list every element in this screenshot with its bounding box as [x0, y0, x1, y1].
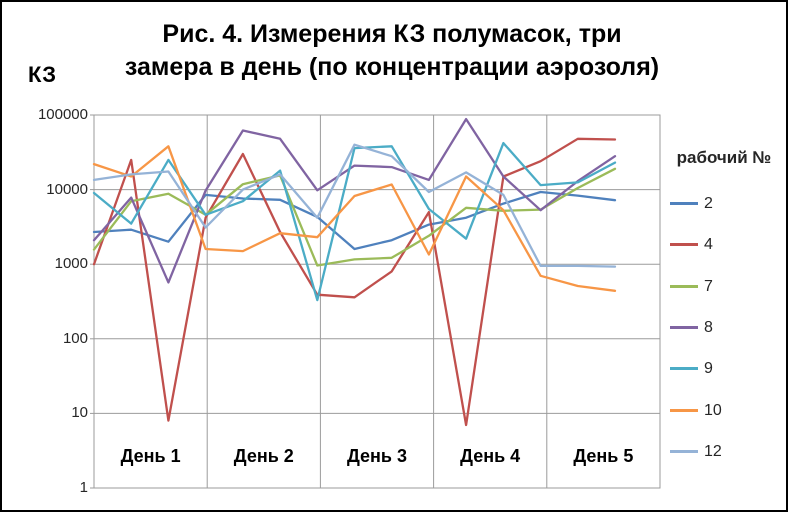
legend-swatch-line	[670, 243, 698, 247]
legend-swatch-line	[670, 325, 698, 329]
y-axis-tick-label: 100000	[37, 106, 88, 123]
series-line-4	[92, 137, 617, 427]
x-axis-category-label: День 5	[573, 446, 634, 466]
legend-item-label: 12	[704, 442, 722, 460]
y-axis-tick-label: 100	[62, 329, 88, 347]
legend-item-8: 8	[662, 318, 786, 338]
y-axis-title: КЗ	[28, 62, 57, 87]
legend-item-label: 7	[704, 277, 713, 295]
x-axis-category-label: День 2	[233, 446, 294, 466]
chart-title-line-1: Рис. 4. Измерения КЗ полумасок, три	[162, 20, 622, 48]
y-axis-tick-label: 1	[79, 479, 88, 496]
legend-item-label: 2	[704, 195, 713, 212]
y-axis-tick-label: 10000	[46, 180, 88, 198]
series-line-8	[92, 117, 617, 284]
series-line-2	[92, 190, 617, 251]
x-axis-category-label: День 3	[346, 446, 407, 466]
legend-swatch-line	[670, 367, 698, 371]
legend-swatch-line	[670, 408, 698, 412]
series-line-12	[92, 143, 617, 268]
series-line-10	[92, 145, 617, 292]
y-axis-tick-label: 10	[71, 404, 88, 422]
legend-item-7: 7	[662, 277, 786, 297]
plot-border	[93, 114, 661, 489]
legend-item-label: 8	[704, 318, 713, 336]
legend-item-label: 4	[704, 236, 713, 254]
series-line-7	[92, 167, 617, 267]
x-axis-category-label: День 1	[120, 446, 181, 466]
y-axis-tick-label: 1000	[54, 255, 88, 273]
legend-item-2: 2	[662, 194, 786, 214]
x-axis-category-label: День 4	[460, 446, 521, 466]
legend-item-4: 4	[662, 235, 786, 255]
legend-swatch-line	[670, 284, 698, 288]
chart-title: Рис. 4. Измерения КЗ полумасок, три заме…	[62, 18, 722, 84]
legend-item-label: 9	[704, 360, 713, 378]
legend-item-10: 10	[662, 401, 786, 421]
chart-title-line-2: замера в день (по концентрации аэрозоля)	[124, 53, 660, 81]
legend-item-12: 12	[662, 442, 786, 462]
legend-swatch-line	[670, 449, 698, 453]
legend-title: рабочий №	[676, 148, 772, 167]
legend-item-label: 10	[704, 401, 722, 419]
legend-swatch-line	[670, 202, 698, 205]
legend-item-9: 9	[662, 359, 786, 379]
